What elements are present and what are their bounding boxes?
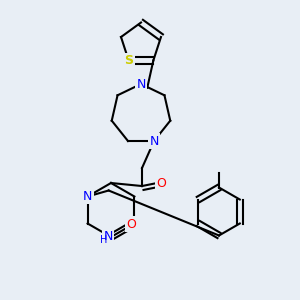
Text: S: S: [124, 54, 133, 67]
Text: N: N: [103, 230, 113, 244]
Text: N: N: [83, 190, 92, 203]
Text: N: N: [149, 134, 159, 148]
Text: N: N: [136, 77, 146, 91]
Text: O: O: [126, 218, 136, 231]
Text: O: O: [157, 176, 166, 190]
Text: H: H: [100, 235, 107, 245]
